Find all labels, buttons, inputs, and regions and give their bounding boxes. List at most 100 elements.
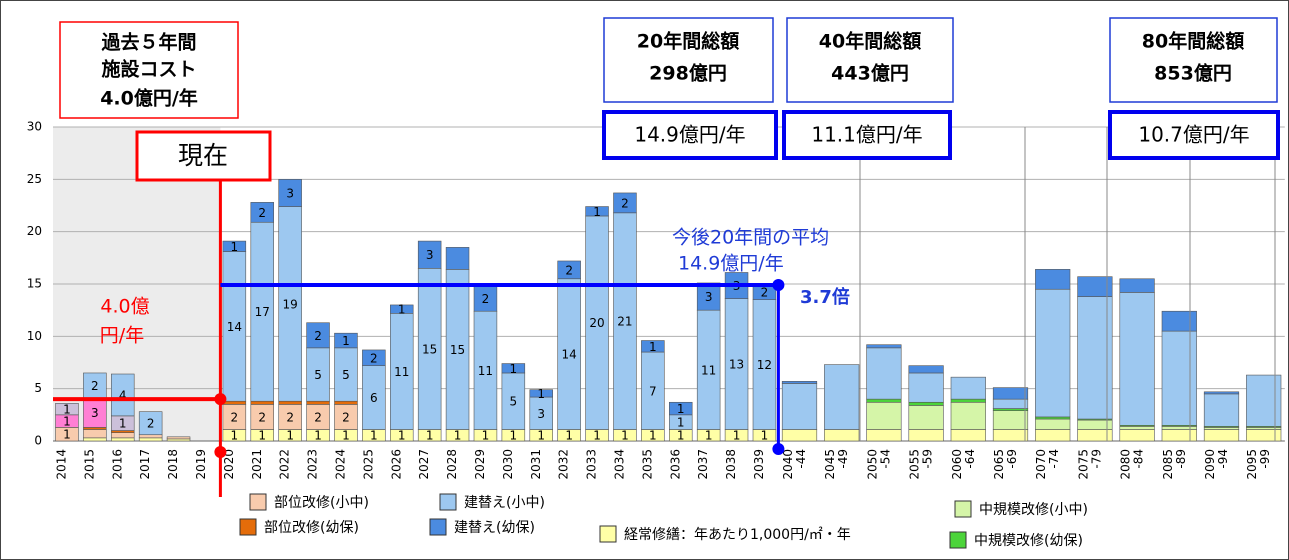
data-label: 1 [649,429,657,443]
past-box-line: 過去５年間 [101,31,196,54]
per-year: 14.9億円/年 [634,123,745,147]
bar-segment [1035,269,1071,290]
x-tick-label: 2070 [1034,449,1048,480]
data-label: 1 [370,429,378,443]
legend-swatch [239,518,257,536]
average-text: 今後20年間の平均 [672,227,829,249]
data-label: 13 [729,358,744,372]
past-box-line: 4.0億円/年 [100,87,198,110]
y-tick-label: 30 [27,120,42,134]
bar-segment [111,373,135,417]
data-label: 1 [342,429,350,443]
x-tick-label: 2034 [612,449,626,480]
past-box-line: 施設コスト [101,58,196,81]
bar-segment [824,429,860,442]
data-label: 1 [677,402,685,416]
data-label: 3 [91,406,99,420]
x-tick-label: 2050 [865,449,879,480]
bar-segment [781,429,818,442]
bar-segment [908,405,944,430]
past-rate: 円/年 [100,325,144,347]
legend-label: 中規模改修(幼保) [974,533,1083,549]
x-tick-label: -74 [1047,449,1061,469]
average-text: 14.9億円/年 [678,253,784,275]
bar-segment [1203,429,1240,442]
data-label: 6 [370,391,378,405]
data-label: 1 [258,429,266,443]
bar-segment [641,340,665,353]
bar-segment [696,282,721,311]
bar-segment [908,365,944,374]
bar-segment [1161,429,1197,442]
bar-segment [908,429,944,442]
data-label: 2 [314,410,322,424]
data-label: 2 [314,329,322,343]
per-year: 10.7億円/年 [1138,123,1249,147]
bar-segment [866,401,902,430]
bar-segment [992,410,1029,430]
data-label: 1 [231,240,239,254]
per-year-box [1108,110,1280,160]
bar-segment [83,427,107,430]
data-label: 2 [258,206,266,220]
data-label: 1 [537,387,545,401]
bar-segment [417,240,442,269]
x-tick-label: 2023 [306,449,320,480]
x-tick-label: 2035 [640,449,654,480]
legend-swatch [599,525,617,543]
bar-segment [83,437,107,442]
legend-label: 中規模改修(小中) [979,502,1088,518]
bar-segment [250,400,274,405]
bar-segment [1161,426,1197,430]
bar-segment [908,372,944,403]
bar-segment [1077,296,1113,420]
bar-segment [1035,418,1071,430]
bar-segment [111,432,135,439]
x-tick-label: -79 [1089,449,1103,469]
bar-segment [250,202,274,223]
y-tick-label: 25 [27,172,42,186]
bar-segment [781,383,818,430]
data-label: 20 [589,316,604,330]
data-label: 1 [454,429,462,443]
x-tick-label: 2080 [1119,449,1133,480]
x-tick-label: 2018 [166,449,180,480]
x-tick-label: 2095 [1245,449,1259,480]
bar-segment [824,364,860,430]
bar-segment [1246,427,1282,430]
bar-segment [992,408,1029,411]
bar-segment [445,247,470,270]
bar-segment [1161,330,1197,426]
data-label: 1 [510,362,518,376]
bar-segment [866,429,902,442]
data-label: 1 [482,429,490,443]
x-tick-label: -64 [963,449,977,469]
total-amount: 443億円 [831,62,909,85]
data-label: 1 [565,429,573,443]
x-tick-label: 2031 [529,449,543,480]
total-title: 40年間総額 [819,30,921,53]
reference-dot [772,443,785,455]
bar-segment [1246,374,1282,427]
per-year-box [782,110,952,160]
data-label: 1 [677,429,685,443]
x-tick-label: 2021 [250,449,264,480]
x-tick-label: 2024 [333,449,347,480]
bar-segment [1246,429,1282,442]
data-label: 1 [593,205,601,219]
bar-segment [334,332,358,349]
legend-swatch [429,518,447,536]
data-label: 1 [286,429,294,443]
legend-swatch [949,531,967,549]
x-tick-label: 2033 [585,449,599,480]
y-tick-label: 15 [27,277,42,291]
data-label: 1 [510,429,518,443]
bar-segment [306,400,330,405]
data-label: 1 [677,416,685,430]
bar-segment [585,206,609,217]
bar-segment [1119,292,1155,426]
x-tick-label: 2045 [823,449,837,480]
reference-dot [772,279,785,292]
x-tick-label: 2055 [908,449,922,480]
x-tick-label: -49 [836,449,850,469]
